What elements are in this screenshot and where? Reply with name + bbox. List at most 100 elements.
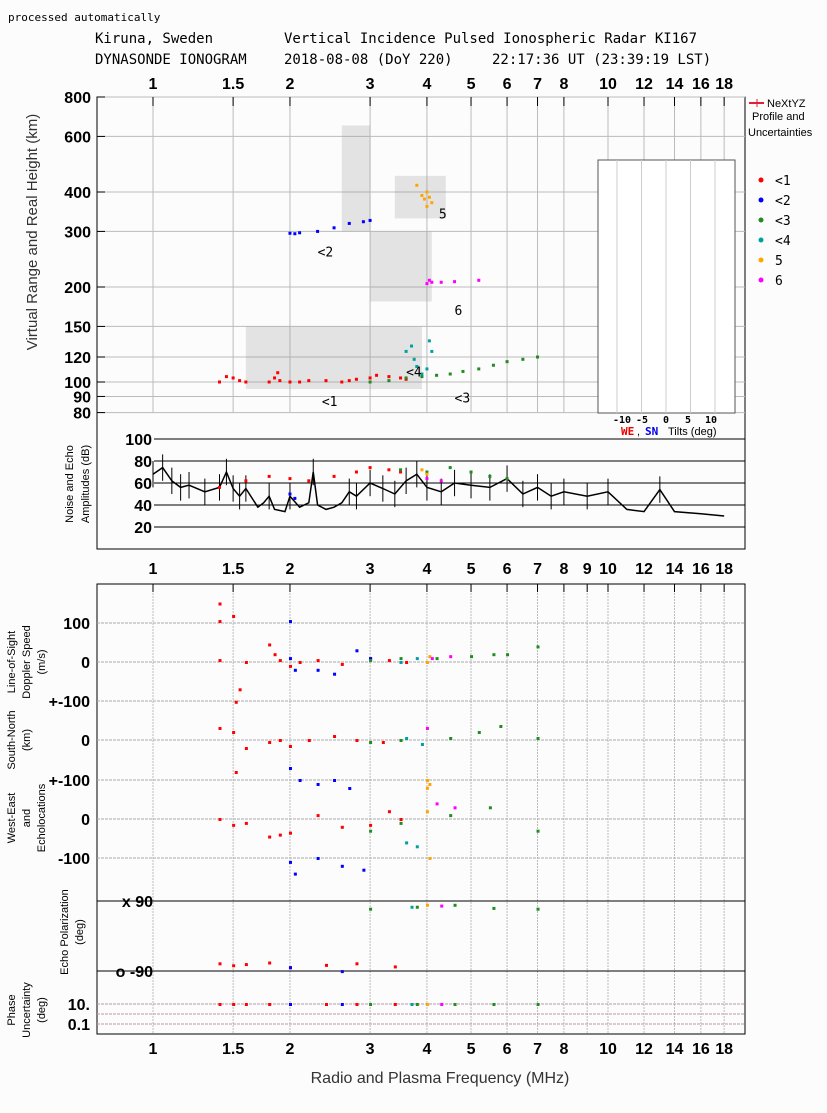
freq-tick-label-top: 16: [692, 76, 710, 93]
time-label: 22:17:36 UT (23:39:19 LST): [492, 52, 711, 68]
echo-point: [536, 355, 540, 359]
we-point: [425, 786, 429, 790]
freq-tick-label-mid: 6: [503, 561, 512, 578]
tilt-tick: 5: [685, 415, 691, 426]
freq-tick-label-mid: 4: [422, 561, 431, 578]
doppler-point: [234, 700, 238, 704]
amplitude-point: [267, 474, 271, 478]
phase-point: [340, 1003, 344, 1006]
doppler-point: [492, 653, 496, 657]
doppler-point: [238, 688, 242, 692]
polarization-point: [232, 964, 236, 968]
echo-point: [521, 357, 525, 361]
doppler-point: [340, 662, 344, 666]
we-point: [415, 845, 419, 849]
phase-point: [355, 1003, 359, 1006]
height-tick-label: 90: [73, 389, 91, 406]
doppler-point: [232, 614, 236, 618]
sn-point: [536, 737, 540, 740]
echo-region: [341, 125, 371, 232]
echo-point: [453, 280, 457, 284]
sn-point: [278, 739, 282, 742]
we-axis-label: West-East: [6, 793, 18, 844]
we-point: [340, 825, 344, 829]
freq-tick-label-top: 5: [467, 76, 476, 93]
sn-point: [420, 743, 424, 746]
phase-point: [410, 1003, 414, 1006]
echo-point: [404, 376, 408, 380]
polarization-point: [324, 963, 328, 967]
sn-point: [333, 779, 337, 782]
freq-tick-label-top: 18: [715, 76, 733, 93]
height-tick-label: 300: [64, 224, 91, 241]
amplitude-point: [505, 477, 509, 481]
freq-tick-label-bottom: 10: [599, 1041, 617, 1058]
we-point: [278, 833, 282, 837]
height-tick-label: 150: [64, 319, 91, 336]
freq-tick-label-mid: 8: [559, 561, 568, 578]
polarization-axis-label: (deg): [74, 919, 86, 945]
polarization-point: [268, 961, 272, 965]
sn-point: [288, 767, 292, 770]
echo-region: [370, 231, 432, 302]
echo-point: [238, 379, 242, 383]
we-point: [244, 821, 248, 825]
echo-point: [298, 380, 302, 384]
freq-tick-label-top: 3: [366, 76, 375, 93]
we-point: [405, 841, 409, 845]
tilt-tick: -5: [636, 415, 648, 426]
echo-point: [278, 379, 282, 383]
we-point: [536, 829, 540, 833]
freq-tick-label-top: 7: [533, 76, 542, 93]
freq-tick-label-mid: 16: [692, 561, 710, 578]
amplitude-point: [425, 470, 429, 474]
station-name: Kiruna, Sweden: [95, 31, 213, 47]
echo-point: [332, 226, 336, 230]
echo-point: [422, 197, 426, 201]
echo-point: [224, 375, 228, 379]
amplitude-point: [288, 477, 292, 481]
tilt-sn-label: SN: [645, 425, 658, 438]
freq-tick-label-top: 2: [286, 76, 295, 93]
amplitude-tick-label: 80: [134, 454, 152, 471]
we-point: [316, 857, 320, 860]
doppler-point: [430, 657, 434, 661]
amplitude-point: [368, 466, 372, 470]
freq-tick-label-top: 8: [559, 76, 568, 93]
parameter-tick-label: 0: [81, 812, 90, 829]
doppler-point: [387, 659, 391, 663]
parameter-tick-label: 0: [81, 655, 90, 672]
doppler-point: [288, 664, 292, 668]
legend-dot: [758, 177, 764, 183]
echo-point: [477, 278, 481, 282]
tilt-sep: ,: [637, 426, 640, 438]
polarization-point: [340, 970, 344, 974]
doppler-point: [218, 620, 222, 624]
freq-tick-label-mid: 1: [149, 561, 158, 578]
sn-point: [234, 771, 238, 774]
phase-axis-label: Uncertainty: [21, 982, 33, 1038]
sn-axis-label: (km): [21, 729, 33, 751]
legend-label: <3: [775, 214, 791, 229]
sn-point: [355, 739, 359, 742]
amplitude-point: [307, 479, 311, 483]
sn-axis-label: South-North: [6, 710, 18, 769]
amplitude-point: [488, 474, 492, 478]
doppler-point: [355, 649, 359, 653]
parameter-tick-label: +-100: [49, 694, 90, 711]
amplitude-point: [399, 470, 403, 474]
polarization-point: [288, 966, 292, 970]
phase-point: [218, 1003, 222, 1006]
echo-point: [427, 339, 431, 343]
doppler-point: [278, 659, 282, 663]
doppler-point: [218, 659, 222, 663]
parameter-tick-label: 100: [63, 616, 90, 633]
echo-point: [340, 380, 344, 384]
legend-profile-3: Uncertainties: [748, 127, 813, 139]
legend-label: <1: [775, 174, 791, 189]
freq-tick-label-top: 14: [666, 76, 684, 93]
amplitude-point: [332, 474, 336, 478]
freq-tick-label-bottom: 12: [635, 1041, 653, 1058]
